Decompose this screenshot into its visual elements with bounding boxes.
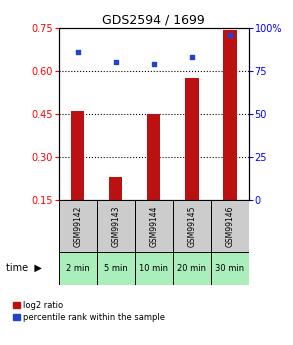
Text: 5 min: 5 min	[104, 264, 128, 273]
Bar	[59, 252, 97, 285]
Text: GSM99145: GSM99145	[188, 205, 196, 247]
Text: GSM99142: GSM99142	[73, 205, 82, 247]
Point	[228, 32, 232, 37]
Bar	[185, 78, 199, 200]
Bar	[147, 114, 161, 200]
Text: 2 min: 2 min	[66, 264, 90, 273]
Bar	[135, 252, 173, 285]
Text: 10 min: 10 min	[139, 264, 168, 273]
Title: GDS2594 / 1699: GDS2594 / 1699	[103, 13, 205, 27]
Point	[190, 54, 194, 60]
Text: time  ▶: time ▶	[6, 263, 42, 273]
Text: GSM99144: GSM99144	[149, 205, 158, 247]
Bar	[97, 252, 135, 285]
Text: GSM99143: GSM99143	[111, 205, 120, 247]
Bar	[211, 200, 249, 252]
Bar	[71, 111, 84, 200]
Bar	[223, 30, 237, 200]
Text: GSM99146: GSM99146	[226, 205, 234, 247]
Text: 20 min: 20 min	[178, 264, 206, 273]
Bar	[97, 200, 135, 252]
Bar	[135, 200, 173, 252]
Legend: log2 ratio, percentile rank within the sample: log2 ratio, percentile rank within the s…	[13, 301, 165, 322]
Point	[75, 49, 80, 55]
Text: 30 min: 30 min	[215, 264, 245, 273]
Bar	[211, 252, 249, 285]
Bar	[109, 177, 122, 200]
Bar	[173, 200, 211, 252]
Point	[151, 61, 156, 67]
Bar	[59, 200, 97, 252]
Point	[113, 59, 118, 65]
Bar	[173, 252, 211, 285]
